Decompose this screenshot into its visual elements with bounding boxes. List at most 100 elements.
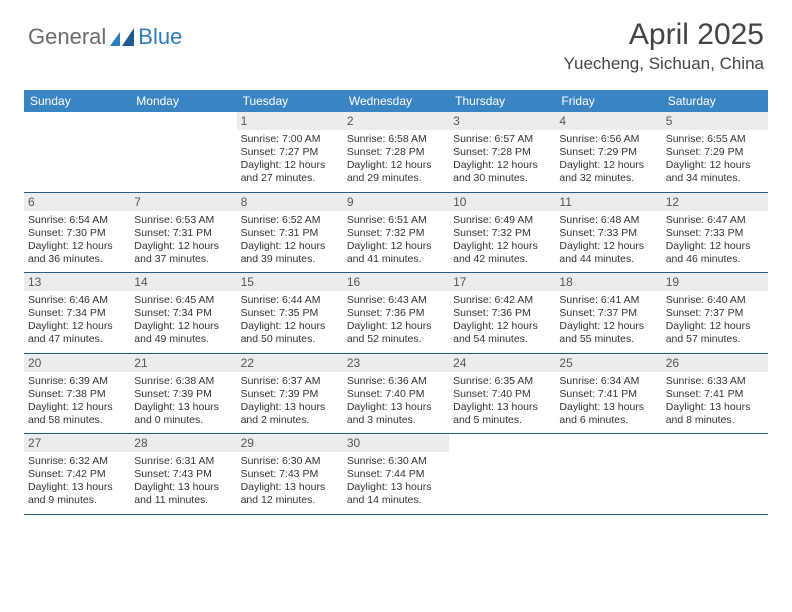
day-cell: 7Sunrise: 6:53 AMSunset: 7:31 PMDaylight… xyxy=(130,193,236,273)
sunset-text: Sunset: 7:32 PM xyxy=(347,227,445,240)
daylight-text: Daylight: 12 hours and 39 minutes. xyxy=(241,240,339,266)
day-number: 24 xyxy=(449,354,555,372)
sunrise-text: Sunrise: 7:00 AM xyxy=(241,133,339,146)
sunset-text: Sunset: 7:34 PM xyxy=(28,307,126,320)
sunset-text: Sunset: 7:33 PM xyxy=(559,227,657,240)
day-cell: 16Sunrise: 6:43 AMSunset: 7:36 PMDayligh… xyxy=(343,273,449,353)
day-cell: 15Sunrise: 6:44 AMSunset: 7:35 PMDayligh… xyxy=(237,273,343,353)
day-cell: 8 Sunrise: 6:52 AMSunset: 7:31 PMDaylight… xyxy=(237,193,343,273)
daylight-text: Daylight: 12 hours and 29 minutes. xyxy=(347,159,445,185)
sunset-text: Sunset: 7:39 PM xyxy=(241,388,339,401)
sunset-text: Sunset: 7:30 PM xyxy=(28,227,126,240)
daylight-text: Daylight: 12 hours and 57 minutes. xyxy=(666,320,764,346)
sunrise-text: Sunrise: 6:35 AM xyxy=(453,375,551,388)
sunrise-text: Sunrise: 6:40 AM xyxy=(666,294,764,307)
day-number: 30 xyxy=(343,434,449,452)
day-cell: 9Sunrise: 6:51 AMSunset: 7:32 PMDaylight… xyxy=(343,193,449,273)
sunrise-text: Sunrise: 6:53 AM xyxy=(134,214,232,227)
day-cell xyxy=(555,434,661,514)
day-number: 11 xyxy=(555,193,661,211)
day-cell: 23Sunrise: 6:36 AMSunset: 7:40 PMDayligh… xyxy=(343,354,449,434)
sunset-text: Sunset: 7:33 PM xyxy=(666,227,764,240)
daylight-text: Daylight: 12 hours and 58 minutes. xyxy=(28,401,126,427)
day-cell: 20Sunrise: 6:39 AMSunset: 7:38 PMDayligh… xyxy=(24,354,130,434)
day-number: 27 xyxy=(24,434,130,452)
day-number: 1 xyxy=(237,112,343,130)
daylight-text: Daylight: 12 hours and 42 minutes. xyxy=(453,240,551,266)
day-cell: 30Sunrise: 6:30 AMSunset: 7:44 PMDayligh… xyxy=(343,434,449,514)
day-cell: 25Sunrise: 6:34 AMSunset: 7:41 PMDayligh… xyxy=(555,354,661,434)
day-number: 2 xyxy=(343,112,449,130)
daylight-text: Daylight: 12 hours and 50 minutes. xyxy=(241,320,339,346)
sunset-text: Sunset: 7:43 PM xyxy=(241,468,339,481)
day-number: 21 xyxy=(130,354,236,372)
day-number: 18 xyxy=(555,273,661,291)
daylight-text: Daylight: 12 hours and 37 minutes. xyxy=(134,240,232,266)
daylight-text: Daylight: 13 hours and 6 minutes. xyxy=(559,401,657,427)
daylight-text: Daylight: 12 hours and 41 minutes. xyxy=(347,240,445,266)
sunrise-text: Sunrise: 6:45 AM xyxy=(134,294,232,307)
sunrise-text: Sunrise: 6:58 AM xyxy=(347,133,445,146)
sunset-text: Sunset: 7:29 PM xyxy=(559,146,657,159)
sunrise-text: Sunrise: 6:38 AM xyxy=(134,375,232,388)
daylight-text: Daylight: 12 hours and 54 minutes. xyxy=(453,320,551,346)
day-cell: 2 Sunrise: 6:58 AMSunset: 7:28 PMDaylight… xyxy=(343,112,449,192)
daylight-text: Daylight: 13 hours and 14 minutes. xyxy=(347,481,445,507)
logo: General Blue xyxy=(28,24,182,50)
day-number: 23 xyxy=(343,354,449,372)
day-number: 8 xyxy=(237,193,343,211)
week-row: 1Sunrise: 7:00 AMSunset: 7:27 PMDaylight… xyxy=(24,112,768,193)
location-subtitle: Yuecheng, Sichuan, China xyxy=(564,54,764,74)
sunset-text: Sunset: 7:29 PM xyxy=(666,146,764,159)
week-row: 27Sunrise: 6:32 AMSunset: 7:42 PMDayligh… xyxy=(24,434,768,515)
sunrise-text: Sunrise: 6:54 AM xyxy=(28,214,126,227)
day-number: 29 xyxy=(237,434,343,452)
sunset-text: Sunset: 7:37 PM xyxy=(559,307,657,320)
sunset-text: Sunset: 7:28 PM xyxy=(453,146,551,159)
daylight-text: Daylight: 13 hours and 9 minutes. xyxy=(28,481,126,507)
day-cell: 14Sunrise: 6:45 AMSunset: 7:34 PMDayligh… xyxy=(130,273,236,353)
sunset-text: Sunset: 7:43 PM xyxy=(134,468,232,481)
sunrise-text: Sunrise: 6:46 AM xyxy=(28,294,126,307)
day-number: 13 xyxy=(24,273,130,291)
sunrise-text: Sunrise: 6:32 AM xyxy=(28,455,126,468)
sunrise-text: Sunrise: 6:47 AM xyxy=(666,214,764,227)
day-number: 12 xyxy=(662,193,768,211)
daylight-text: Daylight: 13 hours and 5 minutes. xyxy=(453,401,551,427)
day-number xyxy=(130,112,236,130)
sunset-text: Sunset: 7:34 PM xyxy=(134,307,232,320)
day-header: Friday xyxy=(555,90,661,112)
day-number: 7 xyxy=(130,193,236,211)
day-header: Tuesday xyxy=(237,90,343,112)
day-number: 28 xyxy=(130,434,236,452)
day-number: 6 xyxy=(24,193,130,211)
day-cell xyxy=(24,112,130,192)
day-cell: 13Sunrise: 6:46 AMSunset: 7:34 PMDayligh… xyxy=(24,273,130,353)
day-number: 19 xyxy=(662,273,768,291)
daylight-text: Daylight: 12 hours and 55 minutes. xyxy=(559,320,657,346)
day-cell: 29Sunrise: 6:30 AMSunset: 7:43 PMDayligh… xyxy=(237,434,343,514)
week-row: 13Sunrise: 6:46 AMSunset: 7:34 PMDayligh… xyxy=(24,273,768,354)
sunset-text: Sunset: 7:27 PM xyxy=(241,146,339,159)
sunset-text: Sunset: 7:44 PM xyxy=(347,468,445,481)
day-header: Saturday xyxy=(662,90,768,112)
sunset-text: Sunset: 7:28 PM xyxy=(347,146,445,159)
day-cell xyxy=(130,112,236,192)
sunrise-text: Sunrise: 6:37 AM xyxy=(241,375,339,388)
sunset-text: Sunset: 7:37 PM xyxy=(666,307,764,320)
day-cell: 12Sunrise: 6:47 AMSunset: 7:33 PMDayligh… xyxy=(662,193,768,273)
sunrise-text: Sunrise: 6:52 AM xyxy=(241,214,339,227)
day-cell: 6Sunrise: 6:54 AMSunset: 7:30 PMDaylight… xyxy=(24,193,130,273)
logo-text-blue: Blue xyxy=(138,24,182,50)
day-header: Thursday xyxy=(449,90,555,112)
sunrise-text: Sunrise: 6:51 AM xyxy=(347,214,445,227)
day-number: 17 xyxy=(449,273,555,291)
logo-text-general: General xyxy=(28,24,106,50)
day-cell: 19 Sunrise: 6:40 AMSunset: 7:37 PMDayligh… xyxy=(662,273,768,353)
sunrise-text: Sunrise: 6:39 AM xyxy=(28,375,126,388)
daylight-text: Daylight: 12 hours and 49 minutes. xyxy=(134,320,232,346)
sunset-text: Sunset: 7:42 PM xyxy=(28,468,126,481)
daylight-text: Daylight: 12 hours and 27 minutes. xyxy=(241,159,339,185)
sunset-text: Sunset: 7:31 PM xyxy=(241,227,339,240)
day-number xyxy=(662,434,768,452)
